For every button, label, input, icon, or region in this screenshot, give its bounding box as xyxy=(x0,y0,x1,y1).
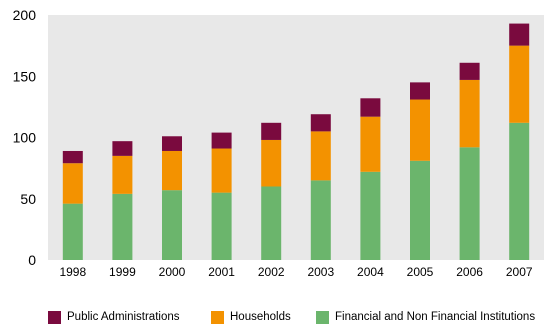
bar-segment xyxy=(410,82,430,100)
y-tick-label: 150 xyxy=(13,68,37,84)
legend-swatch xyxy=(211,310,224,324)
stacked-bar-chart: 0 50 100 150 200 1998 1999 2000 2001 2002 2003 200… xyxy=(13,7,544,279)
bar-segment xyxy=(162,150,182,191)
bar-segment xyxy=(162,190,182,260)
bar-segment xyxy=(509,45,530,123)
bar-segment xyxy=(112,141,133,156)
y-tick-label: 100 xyxy=(13,130,37,146)
bar-segment xyxy=(112,193,133,260)
x-tick-label: 2004 xyxy=(357,265,384,279)
x-tick-label: 1999 xyxy=(109,265,136,279)
bar-segment xyxy=(410,160,430,260)
bar-segment xyxy=(310,131,331,181)
bar-segment xyxy=(162,136,182,151)
legend-label: Households xyxy=(230,311,291,323)
y-tick-label: 200 xyxy=(13,7,37,23)
bar-segment xyxy=(459,147,480,260)
bar-segment xyxy=(211,192,232,260)
bar-segment xyxy=(261,139,282,187)
bar-segment xyxy=(509,23,530,46)
legend-label: Financial and Non Financial Institutions xyxy=(335,311,536,323)
x-axis: 1998 1999 2000 2001 2002 2003 2004 2005 2006 2007 xyxy=(59,265,532,279)
legend-item-financial-and-non-financial-institutions: Financial and Non Financial Institutions xyxy=(316,309,535,325)
bars xyxy=(62,23,530,260)
y-tick-label: 0 xyxy=(28,252,36,268)
y-axis: 0 50 100 150 200 xyxy=(13,7,37,268)
bar-segment xyxy=(62,203,83,260)
bar-segment xyxy=(360,171,381,260)
bar-segment xyxy=(459,79,480,148)
legend: Public Administrations Households Financ… xyxy=(48,309,544,325)
bar-segment xyxy=(310,180,331,260)
bar-segment xyxy=(211,132,232,149)
legend-label: Public Administrations xyxy=(67,311,180,323)
legend-swatch xyxy=(48,310,61,324)
bar-segment xyxy=(112,155,133,194)
bar-segment xyxy=(261,122,282,140)
bar-segment xyxy=(509,122,530,260)
legend-item-public-administrations: Public Administrations xyxy=(48,309,180,325)
bar-segment xyxy=(360,116,381,172)
x-tick-label: 2003 xyxy=(307,265,334,279)
x-tick-label: 1998 xyxy=(59,265,86,279)
legend-swatch xyxy=(316,310,329,324)
x-tick-label: 2001 xyxy=(208,265,235,279)
legend-item-households: Households xyxy=(211,309,291,325)
x-tick-label: 2005 xyxy=(407,265,434,279)
bar-segment xyxy=(261,186,282,260)
x-tick-label: 2007 xyxy=(506,265,533,279)
bar-segment xyxy=(360,98,381,117)
x-tick-label: 2000 xyxy=(159,265,186,279)
x-tick-label: 2002 xyxy=(258,265,285,279)
bar-segment xyxy=(310,114,331,132)
bar-segment xyxy=(459,62,480,80)
bar-segment xyxy=(62,150,83,164)
x-tick-label: 2006 xyxy=(456,265,483,279)
y-tick-label: 50 xyxy=(20,191,36,207)
bar-segment xyxy=(211,148,232,193)
bar-segment xyxy=(62,163,83,204)
bar-segment xyxy=(410,99,430,161)
